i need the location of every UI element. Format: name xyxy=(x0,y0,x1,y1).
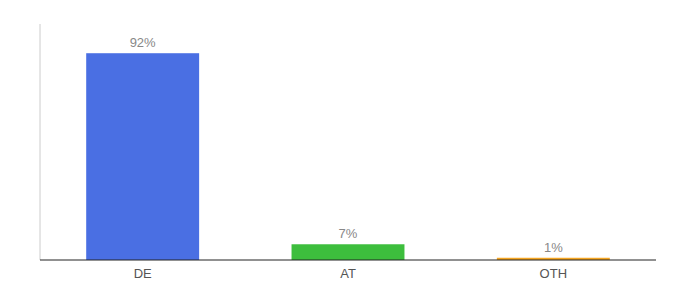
y-axis-line xyxy=(40,24,41,260)
x-tick-label: AT xyxy=(340,266,356,281)
bar xyxy=(292,244,405,260)
x-tick-label: OTH xyxy=(540,266,567,281)
x-tick-label: DE xyxy=(134,266,152,281)
data-label: 1% xyxy=(544,240,563,255)
bar xyxy=(86,53,199,260)
data-label: 7% xyxy=(339,226,358,241)
chart-container: DE AT OTH 92% 7% 1% xyxy=(0,0,680,300)
bars xyxy=(86,53,610,260)
data-label: 92% xyxy=(130,35,156,50)
x-axis-line xyxy=(40,260,656,261)
chart: DE AT OTH 92% 7% 1% xyxy=(0,0,680,300)
